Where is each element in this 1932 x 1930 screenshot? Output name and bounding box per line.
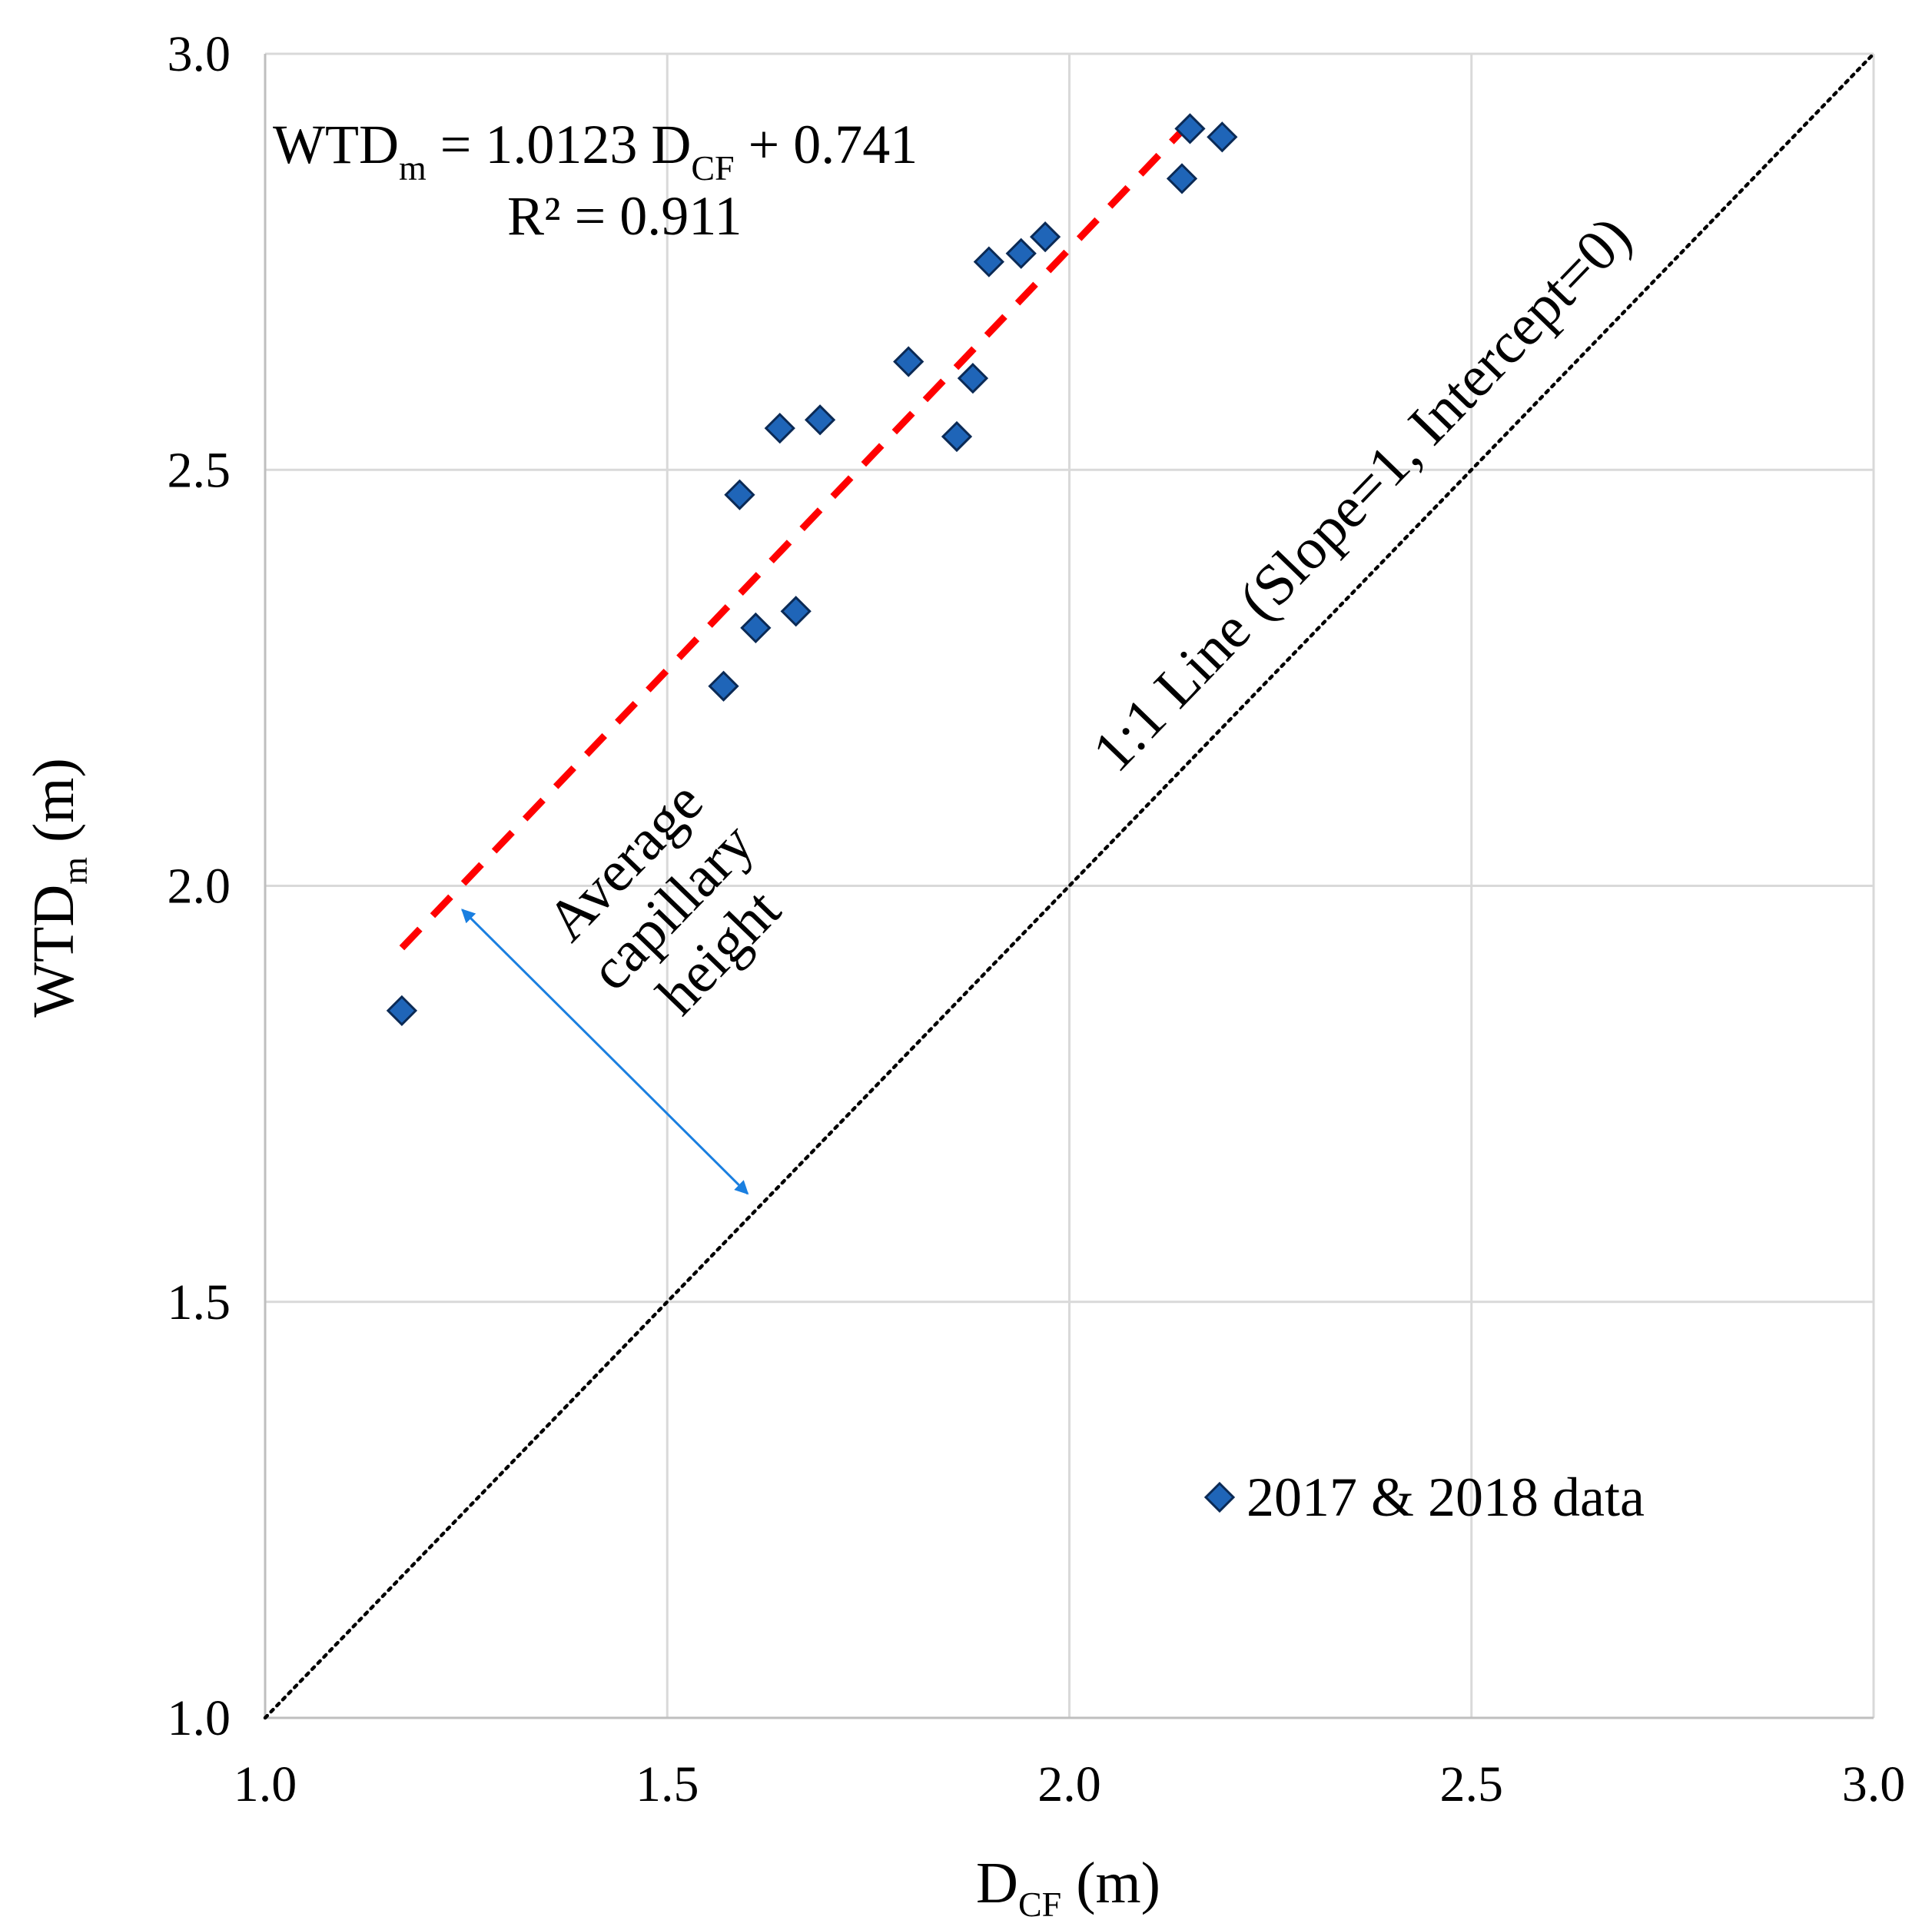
x-tick-label-2: 2.0: [1037, 1756, 1101, 1812]
r-squared-label: R² = 0.911: [507, 185, 742, 247]
data-point-13: [1166, 163, 1198, 194]
data-point-11: [1005, 238, 1037, 269]
x-tick-label-3: 2.5: [1440, 1756, 1504, 1812]
data-point-7: [893, 346, 925, 377]
y-tick-label-0: 1.0: [168, 1690, 231, 1746]
capillary-arrow-line: [461, 909, 749, 1195]
legend-label: 2017 & 2018 data: [1247, 1467, 1645, 1528]
y-tick-label-2: 2.0: [168, 859, 231, 915]
one-to-one-label: 1:1 Line (Slope=1, Intercept=0): [1081, 204, 1644, 784]
trendline: [399, 111, 1201, 951]
trendline-equation: WTDm = 1.0123 DCF + 0.741: [273, 114, 918, 188]
one-to-one-line-path: [263, 51, 1876, 1720]
data-point-14: [1174, 113, 1206, 145]
y-tick-label-3: 2.5: [168, 442, 231, 498]
trendline-path: [399, 111, 1201, 951]
legend-marker: [1203, 1481, 1236, 1513]
data-point-8: [941, 420, 973, 453]
data-point-4: [764, 413, 795, 444]
data-point-0: [386, 995, 418, 1026]
y-tick-labels: 1.0 1.5 2.0 2.5 3.0: [168, 26, 231, 1746]
x-axis-title: DCF (m): [976, 1851, 1160, 1924]
data-point-15: [1207, 121, 1238, 153]
x-tick-label-0: 1.0: [234, 1756, 297, 1812]
capillary-height-label: Average capillary height: [534, 769, 792, 1027]
data-points: [386, 113, 1238, 1026]
data-point-12: [1029, 221, 1061, 253]
data-point-3: [740, 612, 772, 644]
legend: 2017 & 2018 data: [1203, 1467, 1645, 1528]
data-point-6: [804, 404, 836, 436]
y-tick-label-4: 3.0: [168, 26, 231, 82]
x-tick-label-4: 3.0: [1842, 1756, 1906, 1812]
data-point-1: [708, 670, 739, 702]
data-point-9: [957, 363, 989, 394]
x-tick-labels: 1.0 1.5 2.0 2.5 3.0: [234, 1756, 1906, 1812]
one-to-one-line: [263, 51, 1876, 1720]
y-tick-label-1: 1.5: [168, 1274, 231, 1330]
y-axis-title: WTDm (m): [22, 758, 95, 1018]
data-point-5: [780, 596, 812, 627]
capillary-arrow: [461, 909, 749, 1195]
x-tick-label-1: 1.5: [636, 1756, 699, 1812]
data-point-2: [724, 479, 755, 510]
axes: [264, 54, 1874, 1719]
data-point-10: [973, 246, 1004, 277]
